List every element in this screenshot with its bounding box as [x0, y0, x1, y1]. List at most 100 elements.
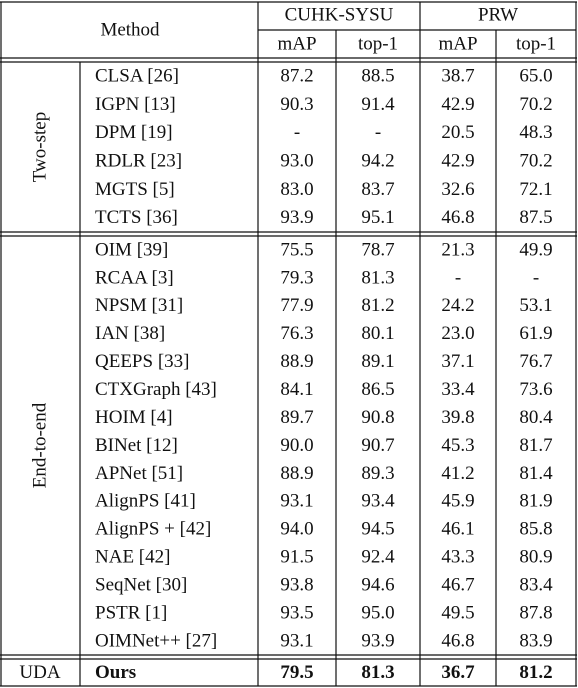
header-metric: top-1: [516, 33, 556, 54]
header-dataset: CUHK-SYSU: [285, 4, 394, 25]
cell-value: 89.1: [361, 351, 394, 372]
cell-value: 94.0: [280, 519, 313, 540]
header-metric: mAP: [438, 33, 477, 54]
cell-value: 75.5: [280, 239, 313, 260]
header-metric: mAP: [277, 33, 316, 54]
method-name: TCTS [36]: [95, 207, 178, 228]
cell-value: 45.3: [441, 435, 474, 456]
method-name: HOIM [4]: [95, 407, 173, 428]
cell-value: 85.8: [519, 519, 552, 540]
cell-value: 46.1: [441, 519, 474, 540]
cell-value: 81.9: [519, 491, 552, 512]
cell-value: 83.4: [519, 575, 553, 596]
cell-value: 93.1: [280, 630, 313, 651]
method-name: AlignPS [41]: [95, 491, 196, 512]
cell-value: 23.0: [441, 323, 474, 344]
cell-value: 80.1: [361, 323, 394, 344]
cell-value: 94.2: [361, 151, 394, 172]
cell-value: 87.5: [519, 207, 552, 228]
cell-value: 95.1: [361, 207, 394, 228]
cell-value: 48.3: [519, 122, 552, 143]
cell-value: 80.4: [519, 407, 553, 428]
cell-value: 81.3: [361, 267, 394, 288]
cell-value: 79.3: [280, 267, 313, 288]
cell-value: 81.2: [361, 295, 394, 316]
cell-value: 86.5: [361, 379, 394, 400]
cell-value: 81.2: [519, 662, 552, 683]
cell-value: 70.2: [519, 151, 552, 172]
cell-value: 93.8: [280, 575, 313, 596]
cell-value: 93.5: [280, 602, 313, 623]
cell-value: 84.1: [280, 379, 313, 400]
group-label: UDA: [19, 662, 60, 683]
cell-value: 81.7: [519, 435, 552, 456]
cell-value: 83.0: [280, 179, 313, 200]
cell-value: 24.2: [441, 295, 474, 316]
method-name: QEEPS [33]: [95, 351, 189, 372]
method-name: AlignPS + [42]: [95, 519, 211, 540]
method-name: DPM [19]: [95, 122, 173, 143]
cell-value: 93.9: [280, 207, 313, 228]
cell-value: 65.0: [519, 66, 552, 87]
cell-value: 90.3: [280, 94, 313, 115]
cell-value: 78.7: [361, 239, 394, 260]
cell-value: 46.8: [441, 207, 474, 228]
cell-value: -: [375, 122, 381, 143]
header-method: Method: [100, 19, 160, 40]
cell-value: 83.9: [519, 630, 552, 651]
cell-value: 38.7: [441, 66, 474, 87]
method-name: PSTR [1]: [95, 602, 167, 623]
cell-value: 32.6: [441, 179, 474, 200]
cell-value: 41.2: [441, 463, 474, 484]
method-name: RCAA [3]: [95, 267, 174, 288]
group-label: Two-step: [29, 112, 50, 182]
cell-value: 45.9: [441, 491, 474, 512]
method-name: NPSM [31]: [95, 295, 183, 316]
cell-value: 46.8: [441, 630, 474, 651]
cell-value: 91.5: [280, 547, 313, 568]
cell-value: 53.1: [519, 295, 552, 316]
cell-value: 20.5: [441, 122, 474, 143]
cell-value: 21.3: [441, 239, 474, 260]
cell-value: 79.5: [280, 662, 313, 683]
cell-value: 94.6: [361, 575, 394, 596]
cell-value: 73.6: [519, 379, 552, 400]
method-name: MGTS [5]: [95, 179, 175, 200]
cell-value: 89.7: [280, 407, 313, 428]
cell-value: 81.3: [361, 662, 394, 683]
cell-value: 43.3: [441, 547, 474, 568]
cell-value: 61.9: [519, 323, 552, 344]
cell-value: -: [533, 267, 539, 288]
cell-value: 90.7: [361, 435, 394, 456]
cell-value: 88.9: [280, 351, 313, 372]
cell-value: 33.4: [441, 379, 475, 400]
method-name: OIMNet++ [27]: [95, 630, 217, 651]
cell-value: 87.8: [519, 602, 552, 623]
cell-value: 89.3: [361, 463, 394, 484]
cell-value: 93.9: [361, 630, 394, 651]
cell-value: 87.2: [280, 66, 313, 87]
cell-value: 93.0: [280, 151, 313, 172]
cell-value: 83.7: [361, 179, 394, 200]
cell-value: 37.1: [441, 351, 474, 372]
cell-value: 90.8: [361, 407, 394, 428]
method-name: OIM [39]: [95, 239, 168, 260]
method-name: IAN [38]: [95, 323, 165, 344]
cell-value: 49.9: [519, 239, 552, 260]
cell-value: 93.1: [280, 491, 313, 512]
cell-value: 80.9: [519, 547, 552, 568]
method-name: APNet [51]: [95, 463, 183, 484]
header-dataset: PRW: [478, 4, 518, 25]
cell-value: 72.1: [519, 179, 552, 200]
cell-value: 46.7: [441, 575, 474, 596]
method-name: NAE [42]: [95, 547, 170, 568]
cell-value: 76.7: [519, 351, 552, 372]
cell-value: 93.4: [361, 491, 395, 512]
cell-value: 91.4: [361, 94, 395, 115]
method-name: CLSA [26]: [95, 66, 179, 87]
cell-value: 36.7: [441, 662, 475, 683]
cell-value: 39.8: [441, 407, 474, 428]
method-name: CTXGraph [43]: [95, 379, 217, 400]
cell-value: 42.9: [441, 94, 474, 115]
